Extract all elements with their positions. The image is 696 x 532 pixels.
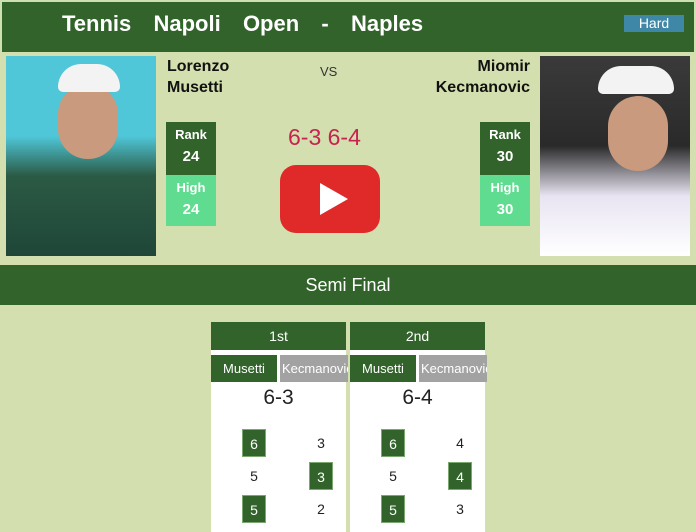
match-score: 6-3 6-4 bbox=[288, 124, 361, 150]
vs-label: VS bbox=[320, 64, 338, 79]
set-score: 6-3 bbox=[263, 386, 294, 409]
game-score: 5 bbox=[381, 495, 405, 523]
set-player1: Musetti bbox=[211, 355, 277, 382]
game-score: 3 bbox=[317, 435, 325, 451]
player1-first-name: Lorenzo bbox=[167, 58, 230, 75]
set-player2: Kecmanovic bbox=[280, 355, 348, 382]
rank-label: Rank bbox=[489, 127, 521, 142]
player2-high: High 30 bbox=[480, 175, 530, 226]
header-bar bbox=[0, 0, 696, 52]
rank-label: Rank bbox=[175, 127, 207, 142]
set-header: 1st bbox=[211, 322, 346, 350]
set-player1: Musetti bbox=[350, 355, 416, 382]
game-score: 3 bbox=[309, 462, 333, 490]
game-score: 3 bbox=[456, 501, 464, 517]
player2-last-name: Kecmanovic bbox=[435, 79, 530, 96]
high-value: 30 bbox=[496, 201, 514, 218]
high-value: 24 bbox=[182, 201, 200, 218]
player2-name[interactable]: Miomir Kecmanovic bbox=[436, 56, 530, 98]
player2-photo bbox=[540, 56, 690, 256]
rank-value: 30 bbox=[496, 148, 514, 165]
high-label: High bbox=[176, 180, 206, 195]
tournament-title: Tennis Napoli Open - Naples bbox=[62, 11, 424, 36]
player2-first-name: Miomir bbox=[477, 58, 530, 75]
player1-high: High 24 bbox=[166, 175, 216, 226]
surface-badge: Hard bbox=[624, 15, 684, 32]
player1-last-name: Musetti bbox=[167, 79, 223, 96]
game-score: 4 bbox=[448, 462, 472, 490]
game-score: 2 bbox=[317, 501, 325, 517]
set-player2: Kecmanovic bbox=[419, 355, 487, 382]
set-header: 2nd bbox=[350, 322, 485, 350]
game-score: 5 bbox=[250, 468, 258, 484]
round-label: Semi Final bbox=[0, 265, 696, 305]
game-score: 4 bbox=[456, 435, 464, 451]
player1-name[interactable]: Lorenzo Musetti bbox=[167, 56, 229, 98]
game-score: 6 bbox=[242, 429, 266, 457]
player1-photo bbox=[6, 56, 156, 256]
set-1-panel: 1st Musetti Kecmanovic 6-3 6 3 5 3 5 2 bbox=[211, 322, 348, 532]
player2-rank: Rank 30 bbox=[480, 122, 530, 175]
high-label: High bbox=[490, 180, 520, 195]
rank-value: 24 bbox=[182, 148, 200, 165]
set-score: 6-4 bbox=[402, 386, 433, 409]
set-2-panel: 2nd Musetti Kecmanovic 6-4 6 4 5 4 5 3 bbox=[350, 322, 487, 532]
game-score: 5 bbox=[242, 495, 266, 523]
play-icon bbox=[320, 183, 348, 215]
game-score: 5 bbox=[389, 468, 397, 484]
youtube-play-button[interactable] bbox=[280, 165, 380, 233]
player1-rank: Rank 24 bbox=[166, 122, 216, 175]
game-score: 6 bbox=[381, 429, 405, 457]
